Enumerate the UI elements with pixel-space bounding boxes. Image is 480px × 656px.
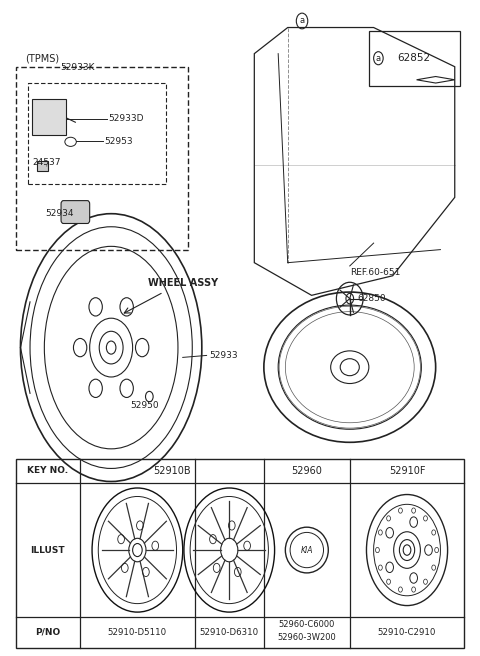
Text: 52934: 52934 [46, 209, 74, 218]
Text: a: a [300, 16, 305, 26]
Text: 62850: 62850 [357, 294, 385, 303]
Text: 52950: 52950 [130, 401, 159, 410]
Text: KEY NO.: KEY NO. [27, 466, 69, 476]
Text: P/NO: P/NO [36, 628, 60, 637]
FancyBboxPatch shape [61, 201, 90, 224]
FancyBboxPatch shape [33, 99, 66, 135]
Text: 52910F: 52910F [389, 466, 425, 476]
Text: WHEEL ASSY: WHEEL ASSY [148, 277, 218, 287]
Text: REF.60-651: REF.60-651 [350, 268, 400, 277]
Text: 52910B: 52910B [153, 466, 191, 476]
Text: 52910-C2910: 52910-C2910 [378, 628, 436, 637]
Text: 52960: 52960 [291, 466, 322, 476]
Text: 52910-D6310: 52910-D6310 [200, 628, 259, 637]
Text: ILLUST: ILLUST [31, 546, 65, 554]
Text: KIA: KIA [300, 546, 313, 554]
FancyBboxPatch shape [37, 161, 48, 171]
Text: 52953: 52953 [104, 136, 132, 146]
Text: (TPMS): (TPMS) [25, 53, 60, 64]
Text: 52960-3W200: 52960-3W200 [277, 633, 336, 642]
Text: 52933K: 52933K [60, 63, 95, 72]
Text: a: a [376, 54, 381, 63]
Text: 52960-C6000: 52960-C6000 [278, 620, 335, 629]
Text: 52933D: 52933D [109, 114, 144, 123]
Text: 62852: 62852 [397, 53, 431, 63]
Text: 52933: 52933 [209, 351, 238, 360]
Text: 52910-D5110: 52910-D5110 [108, 628, 167, 637]
Text: 24537: 24537 [33, 158, 61, 167]
